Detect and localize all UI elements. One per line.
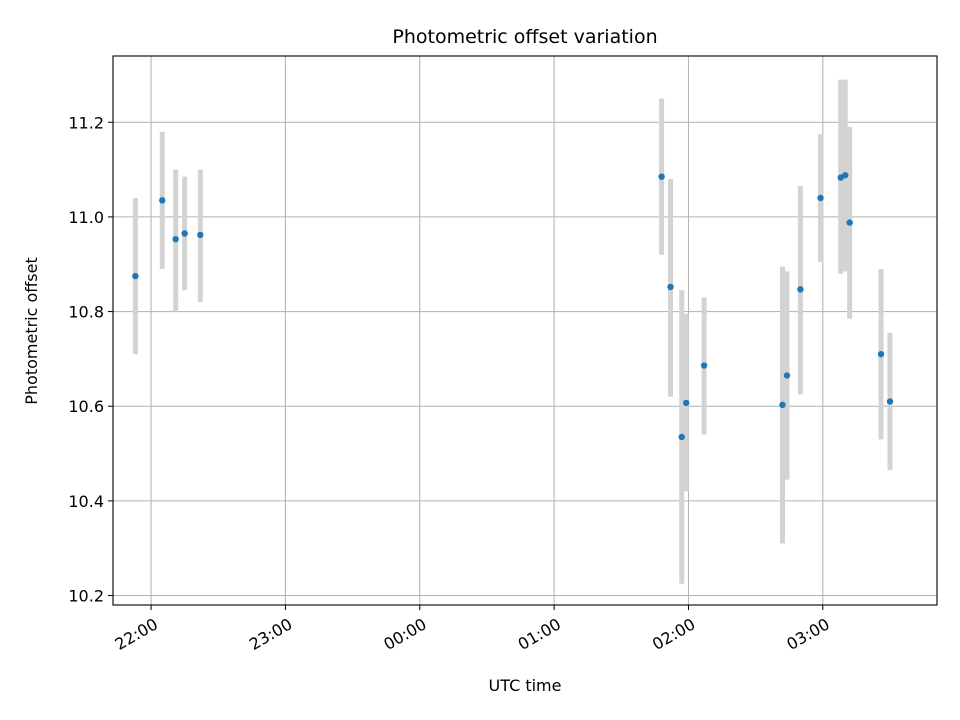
data-point [181,230,188,237]
chart-title: Photometric offset variation [392,26,657,48]
y-tick-label: 11.2 [68,113,104,132]
data-point [700,362,708,369]
data-point [683,399,690,407]
data-point [877,350,885,358]
plot-frame [112,55,938,606]
data-point [841,172,849,179]
data-point [817,194,824,202]
y-tick-label: 11.0 [68,208,104,227]
y-tick-label: 10.2 [68,587,104,606]
data-point [797,286,804,293]
y-axis-title: Photometric offset [22,257,41,405]
data-point [783,372,791,379]
data-point [159,197,166,204]
data-point [779,401,786,409]
data-point [846,219,853,226]
data-point [197,231,204,239]
y-axis-ticks: 10.2 10.4 10.6 10.8 11.0 11.2 [68,113,113,606]
x-axis-title: UTC time [489,676,562,695]
data-point [658,173,665,180]
data-point [667,283,674,291]
y-tick-label: 10.4 [68,492,104,511]
data-point [678,433,685,441]
data-points [132,172,894,441]
data-point [132,272,139,280]
data-point [886,398,894,405]
y-tick-label: 10.6 [68,397,104,416]
data-point [172,235,179,243]
y-tick-label: 10.8 [68,303,104,322]
